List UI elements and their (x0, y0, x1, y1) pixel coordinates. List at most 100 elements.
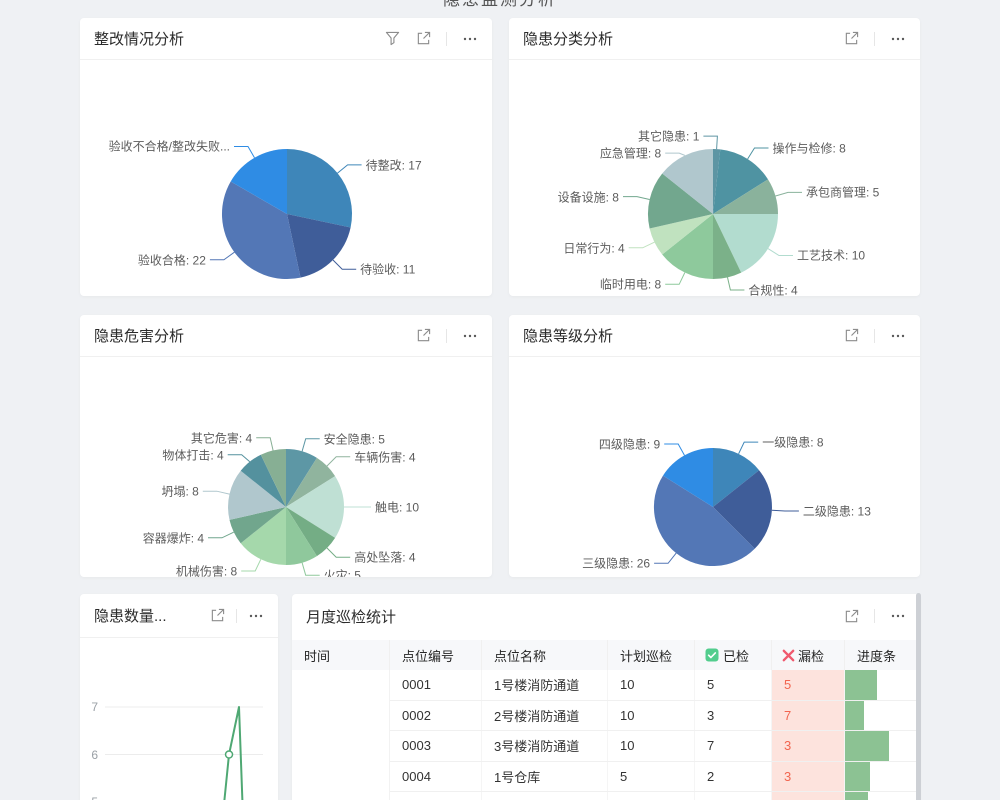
more-icon[interactable] (247, 607, 264, 624)
pie-slice[interactable] (713, 214, 778, 273)
pie-slice[interactable] (647, 173, 713, 229)
table-cell: 2号楼消防通道 (482, 700, 608, 731)
card-header: 隐患分类分析 (509, 18, 920, 60)
pie-slice[interactable] (240, 454, 286, 507)
pie-slice[interactable] (286, 476, 345, 538)
pie-slice[interactable] (221, 181, 301, 280)
pie-slice[interactable] (229, 507, 287, 544)
export-icon[interactable] (415, 327, 432, 344)
pie-label: 三级隐患: 26 (582, 556, 651, 571)
progress-bar (845, 670, 877, 700)
pie-label: 容器爆炸: 4 (142, 531, 205, 546)
progress-bar (845, 761, 871, 792)
progress-cell (845, 731, 920, 761)
divider (446, 328, 447, 343)
pie-label: 操作与检修: 8 (772, 141, 846, 156)
pie-slice[interactable] (240, 507, 286, 565)
pie-slice[interactable] (713, 149, 768, 214)
pie-slice[interactable] (713, 148, 721, 214)
card-header: 整改情况分析 (80, 18, 492, 60)
card-level-analysis: 隐患等级分析 一级隐患: 8 二级隐患: 13 三级隐患: 26 四级隐患: 9 (509, 315, 920, 577)
pie-chart-category: 其它隐患: 1 操作与检修: 8 承包商管理: 5 工艺技术: 10 合规性: 4 临时用… (509, 60, 920, 296)
pie-slice[interactable] (260, 448, 286, 507)
y-axis-tick: 5 (80, 795, 98, 800)
table-cell: 3 (772, 761, 845, 792)
progress-cell (845, 700, 920, 731)
pie-slice[interactable] (713, 214, 742, 280)
pie-label-line (747, 147, 769, 160)
pie-slice[interactable] (230, 149, 287, 214)
more-icon[interactable] (889, 327, 906, 344)
line-chart-quantity: 7654 (80, 638, 278, 800)
pie-label-line (202, 490, 230, 495)
y-axis-tick: 7 (91, 700, 98, 714)
card-header: 隐患数量... (80, 594, 278, 638)
pie-label: 物体打击: 4 (162, 448, 224, 463)
pie-slice[interactable] (662, 149, 713, 214)
pie-slice[interactable] (286, 449, 317, 507)
pie-label-line (775, 191, 802, 197)
inspection-table: 时间 点位编号 点位名称 计划巡检 已检 漏检 进度条 0001 1号楼消防通道 10 5 5 0002… (292, 640, 920, 800)
table-row: 0001 1号楼消防通道 10 5 5 (390, 670, 920, 701)
pie-label-line (628, 241, 655, 249)
pie-slice[interactable] (286, 507, 336, 557)
progress-bar (845, 700, 864, 731)
time-column-cell (292, 670, 390, 800)
card-title: 隐患危害分析 (94, 328, 185, 345)
table-cell: 1号楼消防通道 (482, 670, 608, 700)
pie-label: 一级隐患: 8 (762, 435, 824, 450)
pie-slice[interactable] (287, 214, 351, 278)
more-icon[interactable] (889, 608, 906, 625)
column-header: 点位名称 (482, 640, 608, 670)
table-cell: 10 (608, 700, 695, 731)
pie-slice[interactable] (713, 179, 778, 214)
table-cell: 0002 (390, 700, 482, 731)
pie-slice[interactable] (713, 448, 760, 507)
table-cell: 3 (695, 700, 772, 731)
pie-slice[interactable] (286, 457, 336, 507)
progress-cell (845, 761, 920, 792)
y-axis-tick: 6 (91, 747, 98, 762)
table-cell: 0001 (390, 670, 482, 700)
table-cell (608, 792, 695, 800)
pie-label-line (767, 248, 793, 256)
divider (236, 608, 237, 623)
pie-chart-level: 一级隐患: 8 二级隐患: 13 三级隐患: 26 四级隐患: 9 (509, 357, 920, 577)
pie-label-line (727, 277, 745, 291)
pie-slice[interactable] (663, 447, 713, 507)
pie-slice[interactable] (228, 470, 286, 520)
filter-icon[interactable] (384, 30, 401, 47)
divider (874, 31, 875, 46)
pie-label-line (208, 531, 234, 539)
more-icon[interactable] (461, 30, 478, 47)
progress-cell (845, 670, 920, 700)
export-icon[interactable] (843, 608, 860, 625)
pie-label-line (326, 456, 351, 467)
more-icon[interactable] (889, 30, 906, 47)
export-icon[interactable] (843, 327, 860, 344)
export-icon[interactable] (209, 607, 226, 624)
pie-slice[interactable] (662, 214, 713, 279)
card-header: 月度巡检统计 (292, 594, 920, 638)
pie-slice[interactable] (286, 507, 317, 565)
export-icon[interactable] (415, 30, 432, 47)
table-row: 0002 2号楼消防通道 10 3 7 (390, 700, 920, 732)
pie-slice[interactable] (649, 214, 713, 255)
scrollbar-thumb[interactable] (916, 593, 921, 800)
divider (446, 31, 447, 46)
pie-label: 工艺技术: 10 (797, 248, 866, 263)
card-title: 整改情况分析 (94, 31, 185, 48)
table-cell: 1号仓库 (482, 761, 608, 792)
pie-slice[interactable] (287, 149, 353, 228)
progress-cell (845, 792, 920, 800)
pie-slice[interactable] (713, 470, 772, 549)
card-title: 月度巡检统计 (306, 608, 397, 626)
more-icon[interactable] (461, 327, 478, 344)
pie-slice[interactable] (653, 475, 755, 567)
pie-label: 验收合格: 22 (137, 253, 206, 268)
export-icon[interactable] (843, 30, 860, 47)
card-title: 隐患分类分析 (523, 31, 614, 48)
pie-label-line (665, 152, 685, 156)
column-header: 点位编号 (390, 640, 482, 670)
